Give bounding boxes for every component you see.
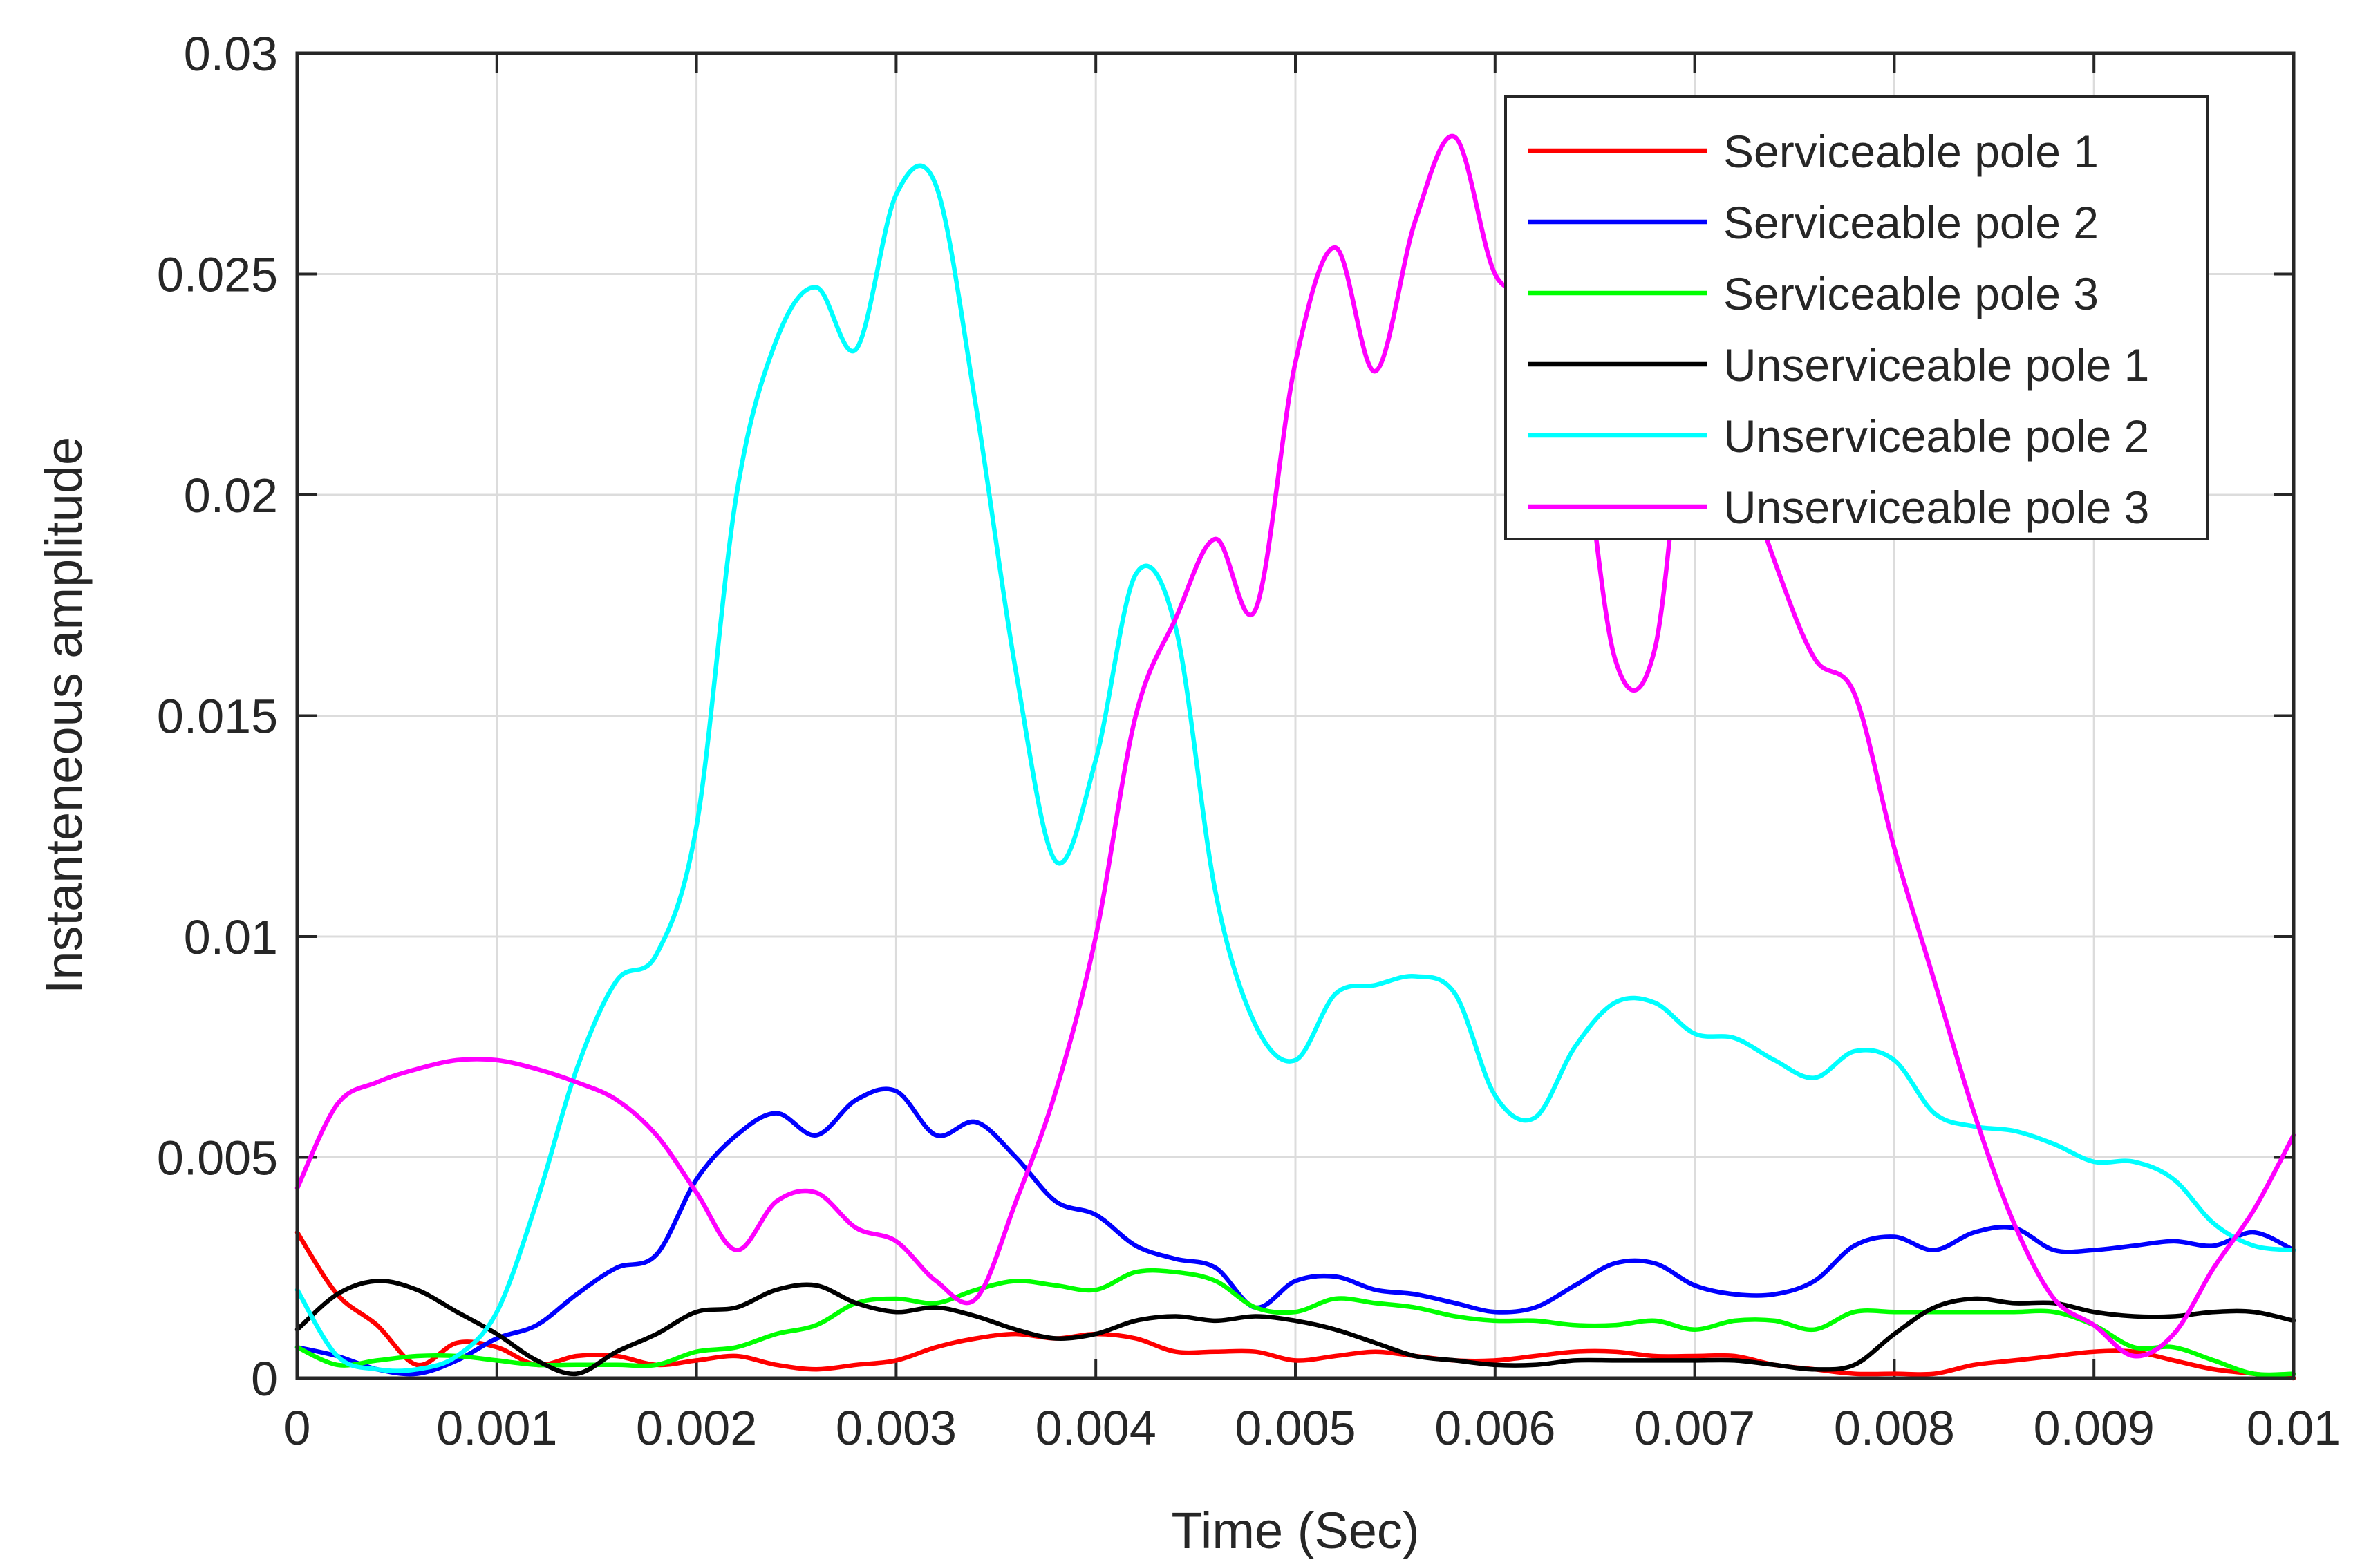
y-tick-label: 0.025 xyxy=(157,248,278,302)
series-line-serviceable-pole-1 xyxy=(294,1230,2296,1381)
y-tick-label: 0.005 xyxy=(157,1131,278,1185)
series-line-unserviceable-pole-3 xyxy=(294,133,2296,1359)
legend-label-serviceable-pole-2: Serviceable pole 2 xyxy=(1723,197,2099,248)
x-tick-label: 0.009 xyxy=(2034,1401,2155,1455)
legend: Serviceable pole 1 Serviceable pole 2 Serv… xyxy=(1504,95,2209,540)
x-tick-label: 0.001 xyxy=(436,1401,557,1455)
x-tick-label: 0.006 xyxy=(1434,1401,1555,1455)
y-tick-labels: 0 0.005 0.01 0.015 0.02 0.025 0.03 xyxy=(157,27,278,1406)
y-tick-label: 0.015 xyxy=(157,690,278,744)
legend-label-unserviceable-pole-3: Unserviceable pole 3 xyxy=(1723,482,2149,533)
x-tick-label: 0 xyxy=(284,1401,311,1455)
series-line-unserviceable-pole-1 xyxy=(294,1279,2296,1377)
y-tick-label: 0.02 xyxy=(184,469,278,523)
series-line-serviceable-pole-2 xyxy=(294,1086,2296,1377)
x-axis-title: Time (Sec) xyxy=(1171,1502,1419,1559)
y-tick-label: 0.01 xyxy=(184,910,278,964)
y-axis-title: Instanteneous amplitude xyxy=(35,437,93,994)
axes-frame xyxy=(295,51,2296,1380)
legend-label-unserviceable-pole-1: Unserviceable pole 1 xyxy=(1723,339,2149,391)
y-tick-label: 0.03 xyxy=(184,27,278,81)
series-lines xyxy=(294,133,2296,1381)
x-tick-label: 0.002 xyxy=(636,1401,757,1455)
x-tick-labels: 0 0.001 0.002 0.003 0.004 0.005 0.006 0.007 0.00… xyxy=(284,1401,2341,1455)
y-tick-label: 0 xyxy=(251,1352,278,1406)
legend-label-serviceable-pole-1: Serviceable pole 1 xyxy=(1723,126,2099,177)
x-tick-label: 0.003 xyxy=(836,1401,957,1455)
legend-label-serviceable-pole-3: Serviceable pole 3 xyxy=(1723,268,2099,319)
x-tick-label: 0.004 xyxy=(1036,1401,1156,1455)
series-line-unserviceable-pole-2 xyxy=(294,163,2296,1373)
legend-box xyxy=(1504,95,2209,540)
x-tick-label: 0.005 xyxy=(1235,1401,1356,1455)
x-tick-label: 0.01 xyxy=(2247,1401,2341,1455)
x-tick-label: 0.008 xyxy=(1834,1401,1955,1455)
series-line-serviceable-pole-3 xyxy=(294,1268,2296,1377)
legend-label-unserviceable-pole-2: Unserviceable pole 2 xyxy=(1723,411,2149,462)
x-tick-label: 0.007 xyxy=(1634,1401,1755,1455)
